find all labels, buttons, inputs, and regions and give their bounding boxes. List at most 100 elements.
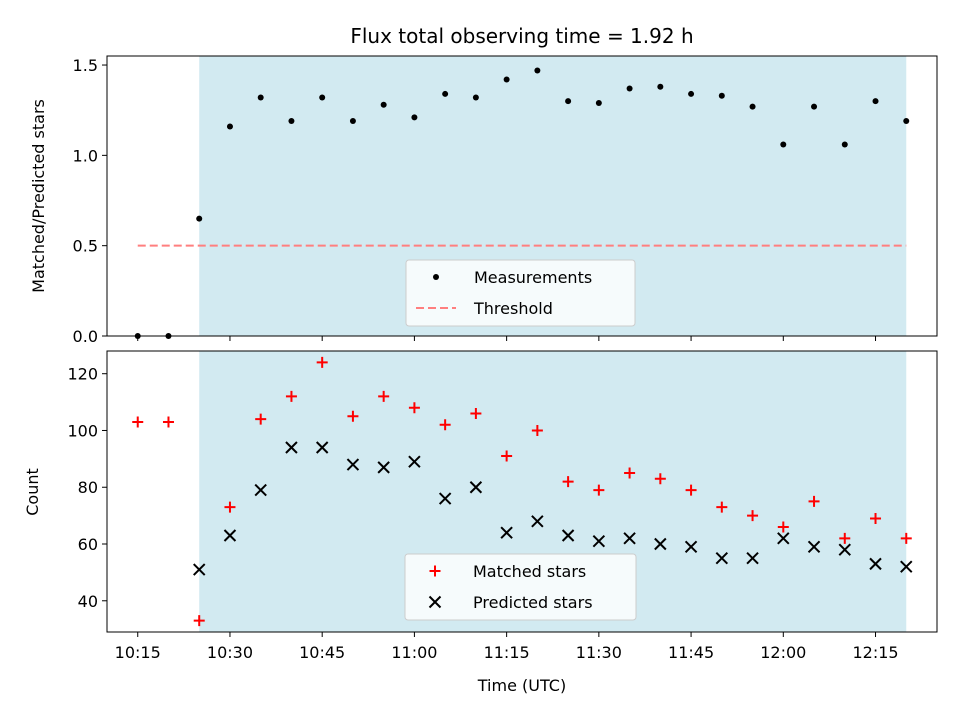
predicted-star-marker <box>684 540 698 554</box>
y-tick-label: 1.0 <box>73 146 98 165</box>
x-tick-label: 11:30 <box>576 643 622 662</box>
legend-label: Predicted stars <box>473 593 593 612</box>
measurement-point <box>503 76 510 83</box>
y-tick-label: 100 <box>67 421 98 440</box>
top-y-axis-label: Matched/Predicted stars <box>29 99 48 293</box>
predicted-star-marker <box>623 532 636 545</box>
x-tick-label: 10:45 <box>299 643 345 662</box>
matched-star-marker <box>593 484 605 496</box>
y-tick-label: 1.5 <box>73 56 98 75</box>
matched-star-marker <box>777 521 789 533</box>
measurement-point <box>718 92 725 99</box>
predicted-star-marker <box>193 563 206 576</box>
y-tick-label: 120 <box>67 365 98 384</box>
predicted-star-marker <box>223 529 237 542</box>
matched-star-marker <box>654 473 666 485</box>
legend-measurements-swatch <box>433 274 439 280</box>
measurement-point <box>411 114 418 121</box>
x-tick-label: 11:45 <box>668 643 714 662</box>
measurement-point <box>349 118 356 125</box>
x-tick-label: 11:00 <box>391 643 437 662</box>
axes-frame <box>106 55 938 337</box>
predicted-star-marker <box>531 515 544 528</box>
predicted-star-marker <box>900 560 913 573</box>
y-tick-label: 60 <box>78 535 98 554</box>
measurement-point <box>288 118 295 125</box>
measurement-point <box>749 103 756 110</box>
measurement-point <box>226 123 233 130</box>
measurement-point <box>380 101 387 108</box>
predicted-star-marker <box>777 532 790 545</box>
matched-star-marker <box>747 510 759 522</box>
predicted-star-marker <box>254 483 267 497</box>
y-tick-label: 80 <box>78 478 98 497</box>
legend-label: Measurements <box>474 268 592 287</box>
measurement-point <box>595 99 602 106</box>
matched-star-marker <box>347 410 359 422</box>
x-tick-label: 12:15 <box>852 643 898 662</box>
matched-star-marker <box>501 450 513 462</box>
matched-star-marker <box>439 419 451 431</box>
measurement-point <box>442 90 449 97</box>
x-tick-label: 10:30 <box>207 643 253 662</box>
bottom-y-axis-label: Count <box>23 468 42 516</box>
predicted-star-marker <box>561 529 575 542</box>
measurement-point <box>780 141 787 148</box>
matched-star-marker <box>132 416 144 428</box>
legend-matched-swatch <box>429 565 441 577</box>
matched-star-marker <box>378 390 390 402</box>
x-axis-label: Time (UTC) <box>477 676 566 695</box>
measurement-point <box>811 103 818 110</box>
matched-star-marker <box>808 495 820 507</box>
matched-star-marker <box>162 416 174 428</box>
predicted-star-marker <box>315 441 329 454</box>
matched-star-marker <box>900 532 912 544</box>
predicted-star-marker <box>469 481 483 494</box>
predicted-star-marker <box>746 551 759 565</box>
measurement-point <box>319 94 326 101</box>
measurement-point <box>841 141 848 148</box>
predicted-star-marker <box>346 458 360 471</box>
predicted-star-marker <box>285 441 298 454</box>
matched-star-marker <box>470 407 482 419</box>
y-tick-label: 0.5 <box>73 237 98 256</box>
matched-star-marker <box>193 615 205 627</box>
predicted-star-marker <box>408 455 421 468</box>
matched-star-marker <box>531 424 543 436</box>
matched-star-marker <box>839 532 851 544</box>
measurement-point <box>903 118 910 125</box>
measurement-point <box>534 67 541 74</box>
legend-box <box>405 259 636 327</box>
measurement-point <box>472 94 479 101</box>
predicted-star-marker <box>838 543 851 556</box>
matched-star-marker <box>316 356 328 368</box>
x-tick-label: 10:15 <box>115 643 161 662</box>
matched-star-marker <box>562 476 574 488</box>
predicted-star-marker <box>377 461 390 474</box>
measurement-point <box>196 215 203 222</box>
matched-star-marker <box>716 501 728 513</box>
bottom-panel: 40 60 80 100 120 10:15 10:30 10:45 11:00 11:15 11:… <box>67 350 938 662</box>
x-tick-label: 11:15 <box>484 643 530 662</box>
measurement-point <box>657 83 664 90</box>
predicted-star-marker <box>807 540 821 554</box>
top-panel: 0.0 0.5 1.0 1.5 Measurements Threshold <box>73 55 938 346</box>
measurement-point <box>688 90 695 97</box>
legend-box <box>404 553 637 621</box>
predicted-star-marker <box>654 537 667 551</box>
predicted-star-marker <box>500 526 513 539</box>
matched-star-marker <box>624 467 636 479</box>
predicted-star-marker <box>869 557 882 571</box>
y-tick-label: 0.0 <box>73 327 98 346</box>
x-tick-label: 12:00 <box>760 643 806 662</box>
matched-star-marker <box>224 501 236 513</box>
matched-star-marker <box>685 484 697 496</box>
legend-label: Matched stars <box>473 562 586 581</box>
y-tick-label: 40 <box>78 592 98 611</box>
predicted-star-marker <box>592 534 606 548</box>
measurement-point <box>565 98 572 105</box>
measurement-point <box>257 94 264 101</box>
predicted-star-marker <box>438 492 452 505</box>
legend-label: Threshold <box>473 299 553 318</box>
